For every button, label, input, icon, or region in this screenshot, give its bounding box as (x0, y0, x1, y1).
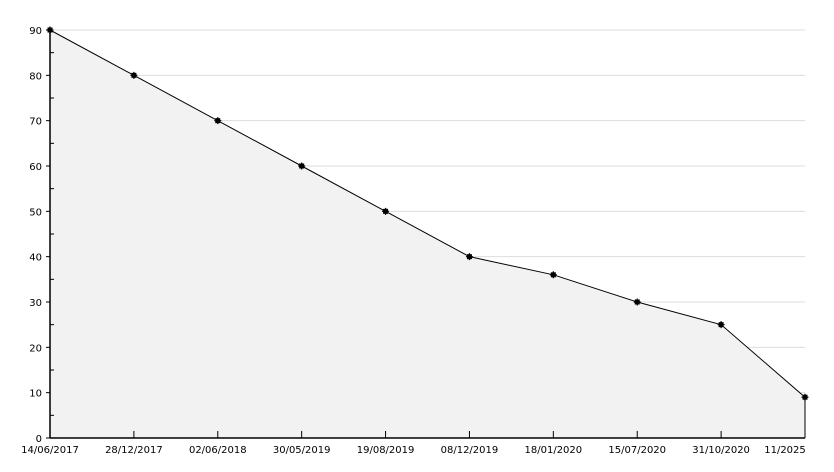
data-point-cross (214, 117, 222, 125)
y-tick-label: 60 (29, 162, 42, 173)
y-tick-label: 30 (29, 298, 42, 309)
data-point-cross (801, 393, 809, 401)
data-point-cross (633, 298, 641, 306)
y-tick-label: 80 (29, 71, 42, 82)
x-tick-label: 14/06/2017 (21, 445, 79, 456)
x-tick-label: 18/01/2020 (525, 445, 583, 456)
x-tick-label: 31/10/2020 (692, 445, 750, 456)
x-tick-label: 15/07/2020 (608, 445, 666, 456)
y-tick-label: 0 (36, 434, 42, 445)
y-tick-label: 70 (29, 117, 42, 128)
x-tick-label: 02/06/2018 (189, 445, 247, 456)
x-tick-label: 30/05/2019 (273, 445, 331, 456)
data-point-cross (298, 162, 306, 170)
data-point-cross (46, 26, 54, 34)
x-tick-label: 19/08/2019 (357, 445, 415, 456)
y-tick-label: 50 (29, 207, 42, 218)
x-tick-label: 11/2025 (764, 445, 806, 456)
y-tick-label: 10 (29, 389, 42, 400)
y-tick-label: 90 (29, 26, 42, 37)
data-point-cross (549, 271, 557, 279)
x-tick-label: 28/12/2017 (105, 445, 163, 456)
series-line (49, 29, 806, 398)
data-point-cross (465, 253, 473, 261)
x-tick-label: 08/12/2019 (441, 445, 499, 456)
y-tick-label: 20 (29, 343, 42, 354)
data-point-cross (130, 71, 138, 79)
y-tick-label: 40 (29, 253, 42, 264)
data-point-cross (717, 321, 725, 329)
data-point-cross (382, 207, 390, 215)
